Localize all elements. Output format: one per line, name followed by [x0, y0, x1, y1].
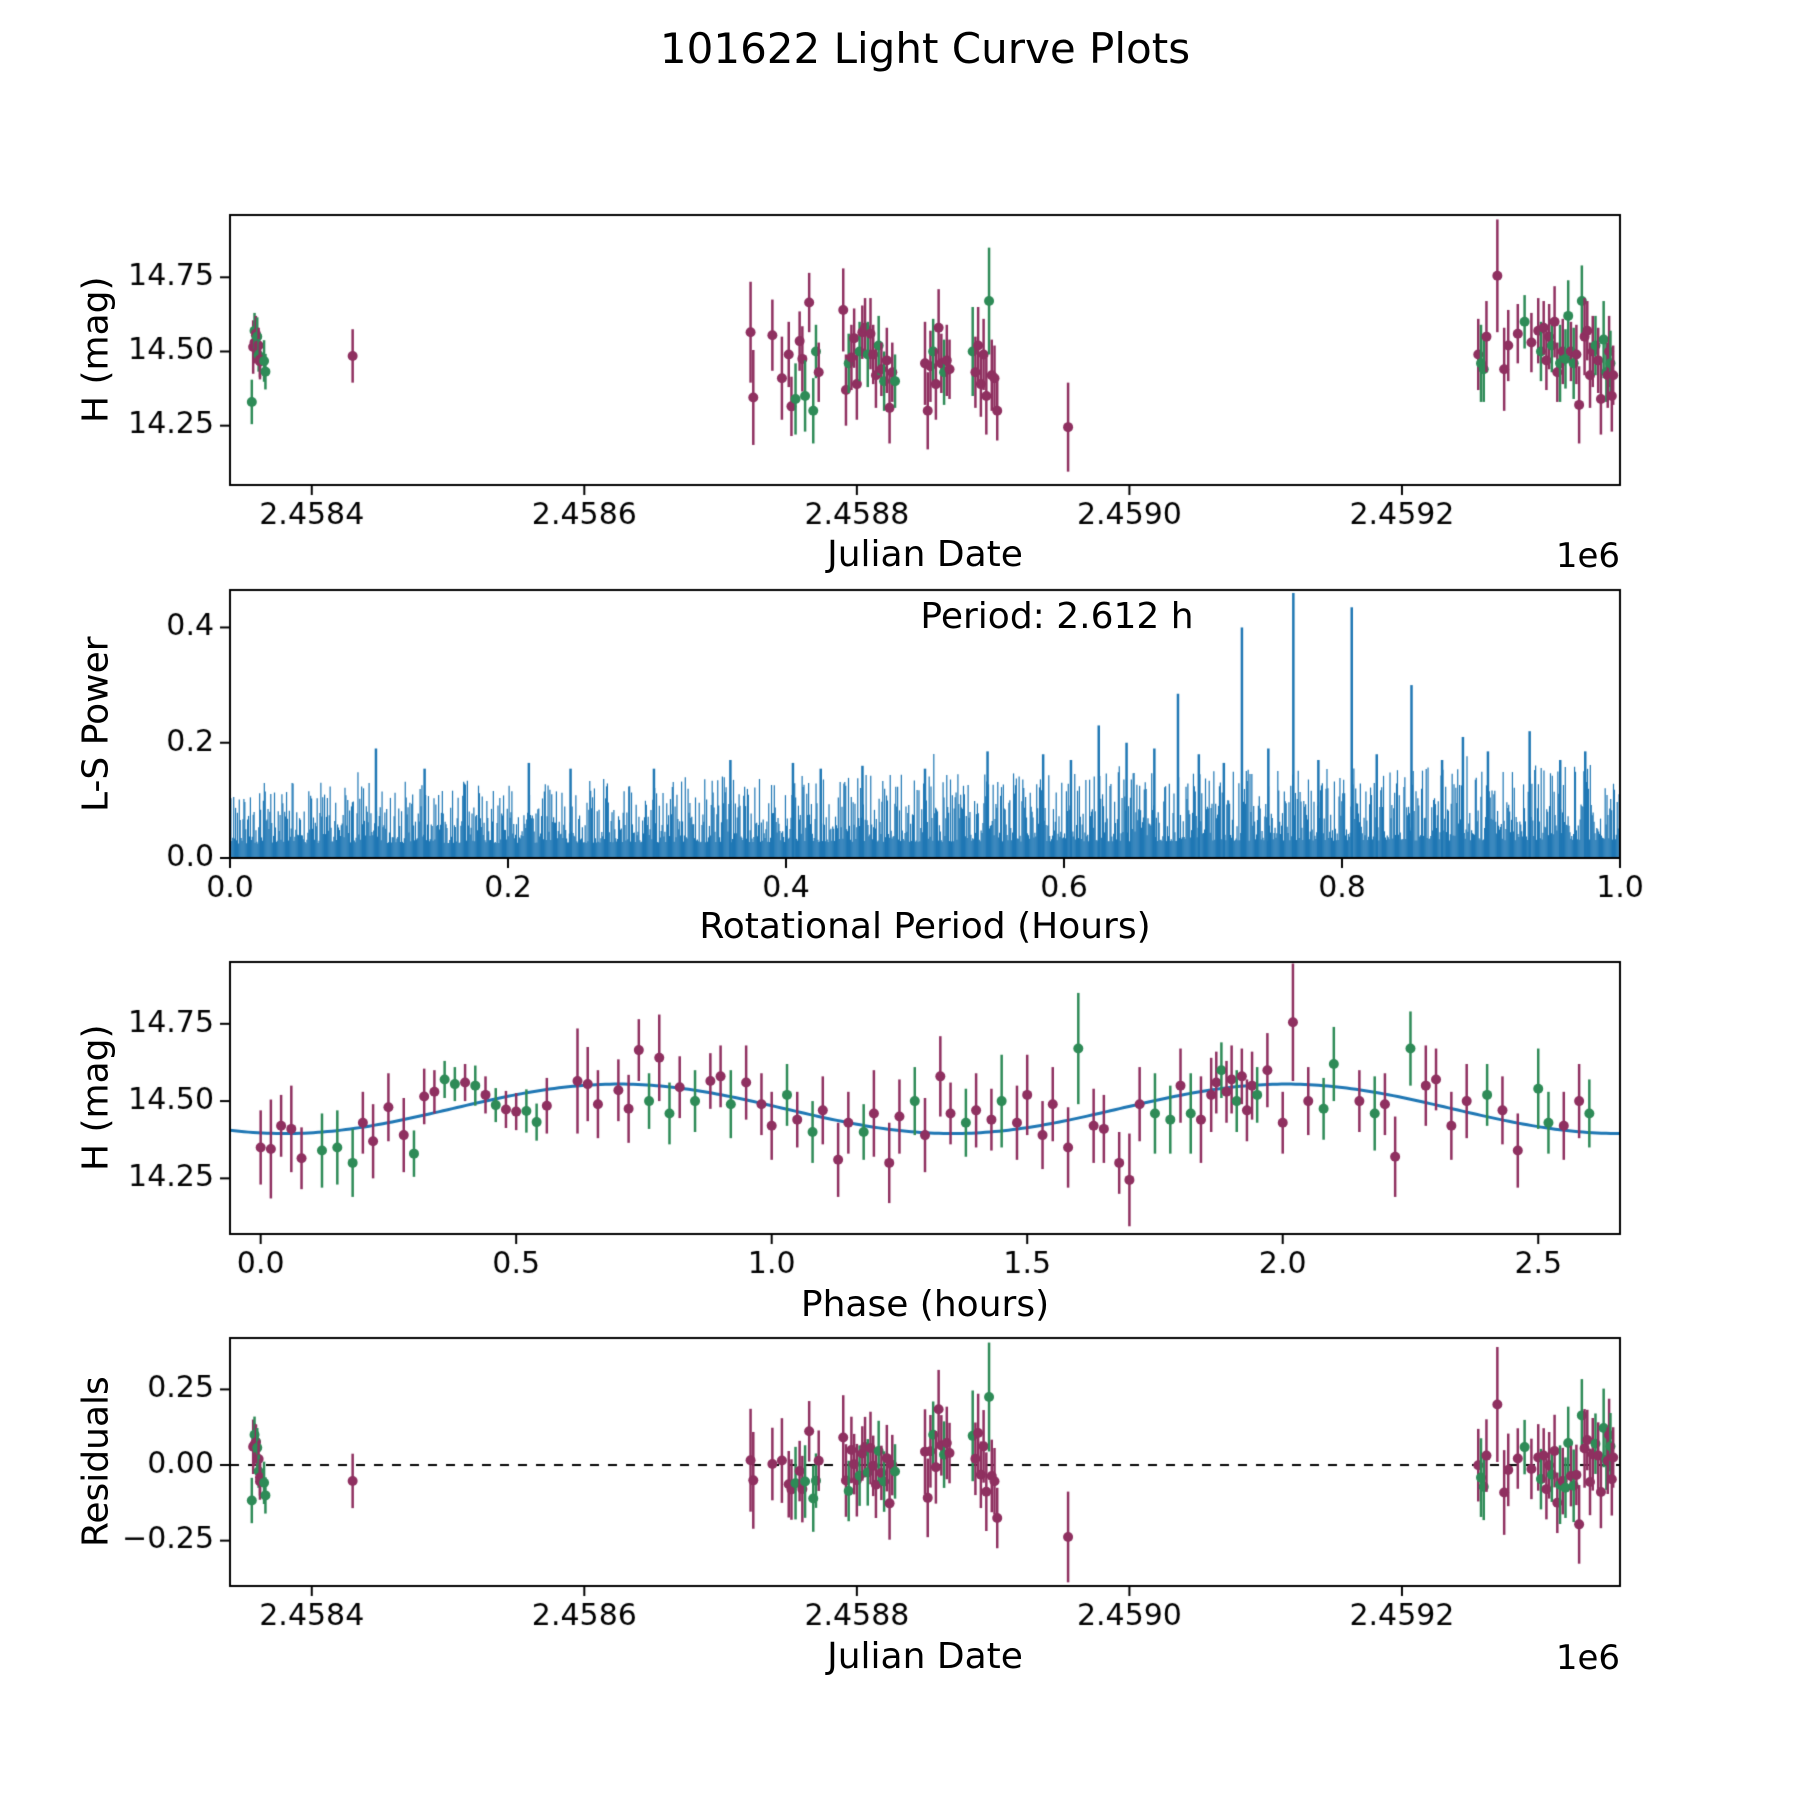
lightcurve-x-offset-label: 1e6: [1555, 536, 1620, 576]
phase-plot-canvas: [95, 950, 1655, 1296]
lightcurve-plot-canvas: [95, 203, 1655, 547]
periodogram-plot-canvas: [95, 578, 1655, 920]
period-annotation: Period: 2.612 h: [920, 596, 1194, 637]
periodogram-xlabel: Rotational Period (Hours): [699, 906, 1151, 947]
residuals-xlabel: Julian Date: [827, 1636, 1023, 1677]
residuals-x-offset-label: 1e6: [1555, 1638, 1620, 1678]
figure-title: 101622 Light Curve Plots: [659, 24, 1191, 73]
residuals-plot-canvas: [95, 1326, 1655, 1648]
lightcurve-xlabel: Julian Date: [827, 534, 1023, 575]
phase-xlabel: Phase (hours): [800, 1284, 1050, 1325]
